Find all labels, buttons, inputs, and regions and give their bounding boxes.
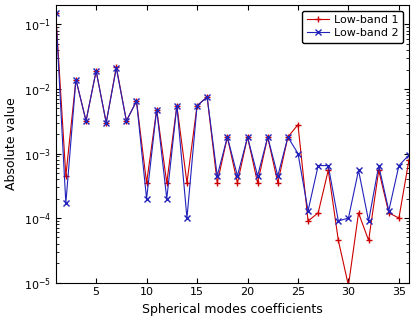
Low-band 2 [365, 219, 370, 223]
Low-band 2 [134, 99, 139, 103]
Low-band 2 [174, 104, 179, 108]
Low-band 1 [285, 135, 290, 139]
Low-band 1 [254, 181, 259, 185]
Low-band 1 [305, 219, 310, 223]
Low-band 2 [83, 119, 88, 123]
Low-band 2 [385, 209, 390, 213]
Low-band 2 [234, 174, 239, 178]
Low-band 1 [63, 174, 68, 178]
Low-band 1 [406, 158, 411, 162]
Low-band 1 [295, 123, 300, 126]
Low-band 1 [144, 181, 149, 185]
Low-band 1 [345, 284, 350, 288]
Low-band 1 [315, 211, 320, 215]
Low-band 1 [174, 104, 179, 108]
Low-band 2 [244, 135, 249, 139]
Low-band 2 [396, 164, 401, 168]
Low-band 2 [144, 197, 149, 201]
Low-band 1 [73, 78, 78, 82]
Low-band 1 [93, 69, 98, 73]
Low-band 1 [194, 104, 199, 108]
Low-band 2 [345, 216, 350, 220]
Low-band 2 [355, 168, 360, 172]
Low-band 1 [375, 168, 380, 172]
Low-band 1 [335, 239, 340, 242]
Low-band 2 [295, 152, 300, 155]
Low-band 1 [83, 119, 88, 123]
Low-band 1 [164, 181, 169, 185]
Low-band 2 [204, 95, 209, 99]
Low-band 1 [104, 121, 109, 125]
Low-band 2 [305, 209, 310, 213]
X-axis label: Spherical modes coefficients: Spherical modes coefficients [142, 303, 322, 316]
Low-band 1 [385, 211, 390, 215]
Y-axis label: Absolute value: Absolute value [5, 97, 18, 190]
Low-band 2 [53, 11, 58, 15]
Low-band 2 [184, 216, 189, 220]
Low-band 2 [194, 104, 199, 108]
Low-band 2 [224, 135, 229, 139]
Low-band 1 [355, 211, 360, 215]
Low-band 1 [123, 119, 128, 123]
Low-band 2 [164, 197, 169, 201]
Low-band 1 [244, 135, 249, 139]
Low-band 1 [396, 216, 401, 220]
Low-band 2 [375, 164, 380, 168]
Low-band 2 [73, 78, 78, 82]
Low-band 2 [63, 201, 68, 205]
Low-band 1 [275, 181, 280, 185]
Low-band 1 [114, 65, 119, 69]
Low-band 2 [214, 174, 219, 178]
Low-band 2 [335, 219, 340, 223]
Low-band 2 [315, 164, 320, 168]
Low-band 2 [104, 121, 109, 125]
Low-band 1 [214, 181, 219, 185]
Low-band 1 [224, 135, 229, 139]
Low-band 1 [53, 11, 58, 15]
Low-band 2 [154, 108, 159, 111]
Line: Low-band 2: Low-band 2 [52, 10, 411, 224]
Low-band 1 [134, 99, 139, 103]
Low-band 2 [114, 66, 119, 70]
Low-band 2 [265, 135, 270, 139]
Low-band 1 [325, 168, 330, 172]
Legend: Low-band 1, Low-band 2: Low-band 1, Low-band 2 [301, 11, 403, 43]
Low-band 2 [254, 174, 259, 178]
Low-band 2 [123, 119, 128, 123]
Low-band 1 [265, 135, 270, 139]
Low-band 1 [154, 108, 159, 111]
Low-band 2 [275, 174, 280, 178]
Low-band 1 [234, 181, 239, 185]
Low-band 1 [184, 181, 189, 185]
Low-band 1 [204, 95, 209, 99]
Low-band 2 [285, 135, 290, 139]
Low-band 2 [406, 153, 411, 157]
Low-band 1 [365, 239, 370, 242]
Low-band 2 [93, 69, 98, 73]
Line: Low-band 1: Low-band 1 [52, 10, 411, 289]
Low-band 2 [325, 164, 330, 168]
